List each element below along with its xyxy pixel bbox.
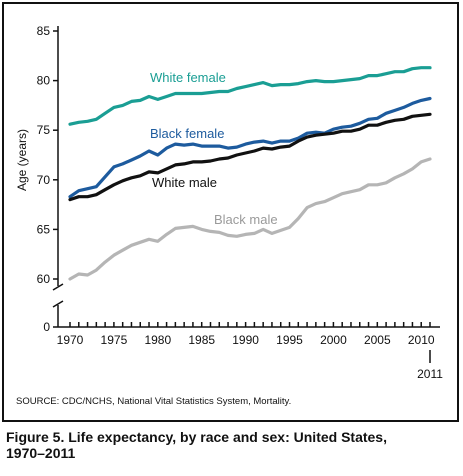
x-tick-label-1995: 1995 (276, 333, 303, 347)
x-tick-label-1970: 1970 (57, 333, 84, 347)
y-tick-label-85: 85 (37, 24, 51, 38)
caption-line-1: Figure 5. Life expectancy, by race and s… (6, 429, 387, 445)
y-tick-label-80: 80 (37, 74, 51, 88)
chart-frame (2, 2, 459, 422)
y-tick-label-60: 60 (37, 272, 51, 286)
source-note: SOURCE: CDC/NCHS, National Vital Statist… (16, 396, 292, 407)
x-tick-label-2010: 2010 (408, 333, 435, 347)
x-tick-label-1980: 1980 (144, 333, 171, 347)
x-tick-label-1975: 1975 (101, 333, 128, 347)
x-tick-label-2000: 2000 (320, 333, 347, 347)
series-line-black-male (68, 157, 432, 281)
x-tick-label-2005: 2005 (364, 333, 391, 347)
y-axis-break-mark-lower (52, 300, 64, 308)
x-tick-label-1985: 1985 (188, 333, 215, 347)
figure-caption: Figure 5. Life expectancy, by race and s… (6, 429, 446, 461)
series-label-white-female: White female (150, 70, 226, 85)
series-label-black-female: Black female (150, 126, 224, 141)
series-label-white-male: White male (152, 175, 217, 190)
y-tick-label-65: 65 (37, 222, 51, 236)
line-chart: 60 65 70 75 80 85 0 Age (years) 1970 1975 1980 1985… (15, 24, 443, 381)
x-tick-label-1990: 1990 (232, 333, 259, 347)
series-label-black-male: Black male (214, 212, 278, 227)
series-line-black-female (68, 96, 432, 199)
caption-line-2: 1970–2011 (6, 445, 76, 461)
series-line-white-male (68, 112, 432, 202)
y-tick-label-zero: 0 (43, 320, 50, 334)
y-tick-label-75: 75 (37, 123, 51, 137)
y-axis-break-mark-upper (52, 283, 64, 291)
y-tick-label-70: 70 (37, 173, 51, 187)
x-end-label: 2011 (417, 367, 443, 381)
series-line-white-female (68, 66, 432, 126)
y-axis-title: Age (years) (15, 129, 29, 191)
